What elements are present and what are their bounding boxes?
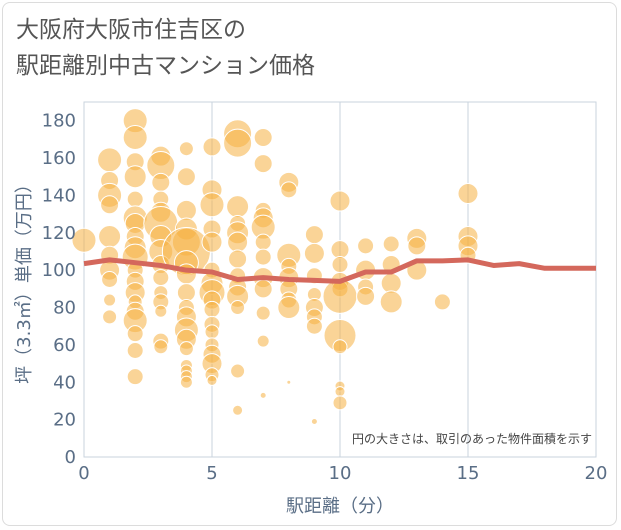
y-tick-label: 0 (65, 447, 76, 468)
data-bubble (332, 395, 348, 411)
data-bubble (230, 363, 246, 379)
data-bubble (102, 309, 118, 325)
data-bubble (178, 341, 194, 357)
data-bubble (254, 248, 272, 266)
x-tick-label: 15 (457, 463, 480, 484)
data-bubble (329, 190, 351, 212)
data-bubble (201, 231, 223, 253)
y-tick-label: 40 (53, 372, 76, 393)
data-bubble (380, 272, 402, 294)
data-bubble (153, 339, 169, 355)
y-tick-label: 20 (53, 410, 76, 431)
data-bubble (123, 165, 147, 189)
data-bubble (126, 190, 144, 208)
data-bubble (253, 128, 273, 147)
data-bubble (382, 235, 400, 253)
data-bubble (322, 278, 358, 314)
y-tick-label: 120 (42, 223, 76, 244)
data-bubble (204, 324, 220, 340)
data-bubble (126, 325, 144, 343)
chart-title: 大阪府大阪市住吉区の 駅距離別中古マンション価格 (16, 12, 315, 84)
y-tick-label: 140 (42, 185, 76, 206)
y-tick-label: 180 (42, 111, 76, 132)
data-bubble (203, 300, 221, 318)
data-bubble (433, 293, 451, 311)
x-tick-label: 10 (329, 463, 352, 484)
axes: 0 5 10 15 20 0 20 40 60 80 100 120 140 160 180 (42, 111, 608, 484)
data-bubble (176, 167, 196, 187)
data-bubble (356, 286, 376, 306)
data-bubble (199, 192, 225, 218)
bubbles (71, 108, 479, 425)
x-tick-label: 0 (78, 463, 89, 484)
data-bubble (98, 225, 122, 249)
data-bubble (202, 137, 222, 157)
x-tick-label: 5 (206, 463, 217, 484)
data-bubble (97, 147, 123, 173)
data-bubble (178, 141, 194, 157)
data-bubble (331, 256, 349, 274)
data-bubble (122, 125, 148, 150)
data-bubble (303, 242, 325, 264)
data-bubble (379, 290, 403, 314)
data-bubble (232, 404, 244, 416)
data-bubble (310, 418, 318, 425)
y-tick-label: 160 (42, 148, 76, 169)
data-bubble (126, 342, 144, 359)
data-bubble (330, 240, 350, 260)
data-bubble (154, 304, 168, 318)
data-bubble (457, 183, 479, 205)
data-bubble (254, 233, 272, 251)
data-bubble (223, 128, 253, 158)
data-bubble (152, 269, 170, 287)
data-bubble (100, 195, 120, 215)
data-bubble (227, 231, 249, 253)
chart-title-line-1: 大阪府大阪市住吉区の (16, 17, 246, 43)
data-bubble (286, 379, 292, 385)
data-bubble (230, 300, 246, 316)
data-bubble (332, 339, 348, 355)
data-bubble (253, 154, 273, 174)
data-bubble (175, 199, 197, 221)
data-bubble (357, 237, 375, 255)
data-bubble (126, 368, 144, 386)
x-tick-label: 20 (585, 463, 608, 484)
data-bubble (407, 236, 427, 256)
y-axis-label: 坪（3.3㎡）単価（万円） (13, 175, 35, 384)
data-bubble (101, 271, 119, 288)
data-bubble (305, 317, 323, 335)
chart-title-line-2: 駅距離別中古マンション価格 (16, 53, 315, 79)
data-bubble (304, 225, 324, 245)
data-bubble (71, 227, 97, 253)
average-price-line (83, 257, 596, 284)
data-bubble (226, 195, 250, 219)
data-bubble (253, 279, 273, 299)
data-bubble (176, 283, 196, 303)
data-bubble (277, 296, 301, 320)
data-bubble (228, 249, 248, 269)
data-bubble (151, 172, 171, 192)
data-bubble (334, 386, 346, 398)
y-tick-label: 80 (53, 298, 76, 319)
data-bubble (206, 374, 218, 386)
x-axis-label: 駅距離（分） (286, 496, 394, 517)
data-bubble (179, 375, 193, 389)
y-tick-label: 100 (42, 260, 76, 281)
average-line (83, 257, 596, 284)
size-note: 円の大きさは、取引のあった物件面積を示す (352, 431, 592, 446)
data-bubble (259, 391, 267, 399)
data-bubble (280, 181, 298, 199)
y-tick-label: 60 (53, 335, 76, 356)
data-bubble (255, 305, 271, 321)
data-bubble (256, 334, 270, 348)
data-bubble (103, 293, 117, 307)
